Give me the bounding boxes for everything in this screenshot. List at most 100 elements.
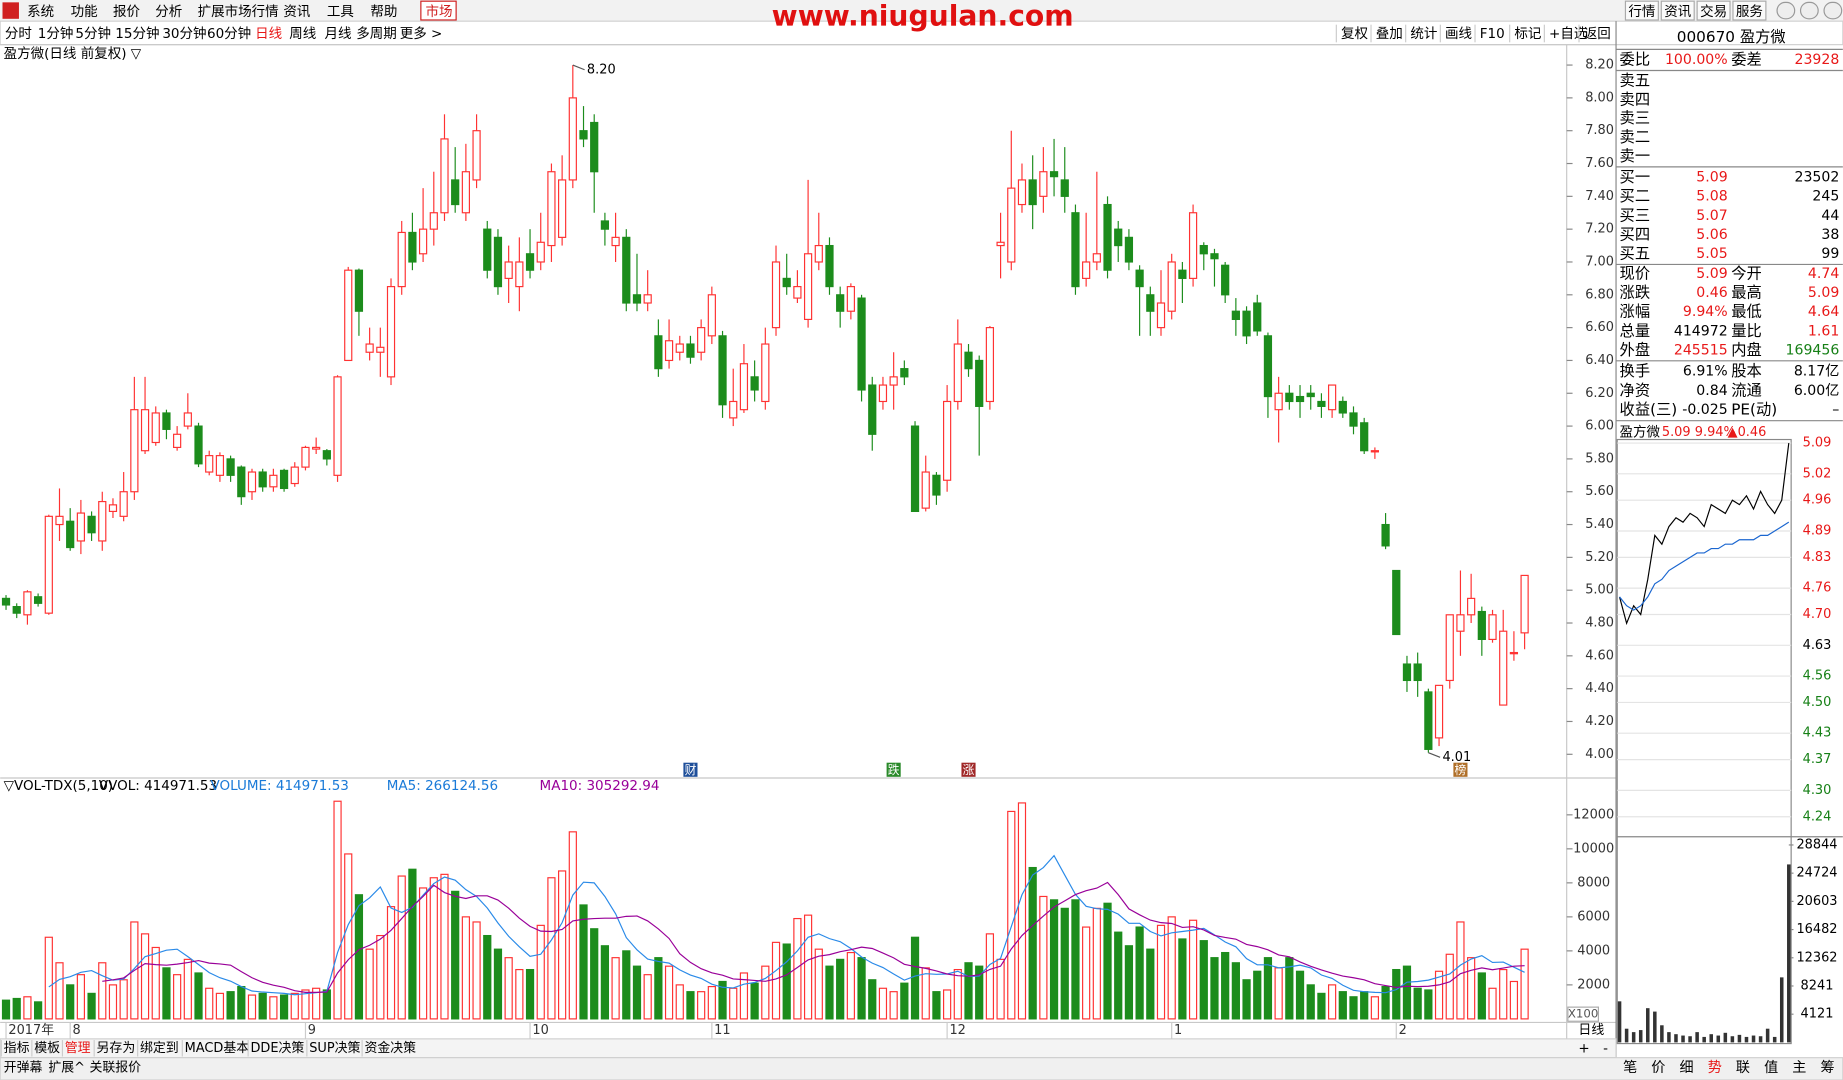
event-badge[interactable]: [961, 762, 976, 777]
toolbar-button[interactable]: 画线: [1445, 26, 1472, 42]
menu-item[interactable]: 资讯: [283, 4, 310, 20]
x-tick-label: 8: [73, 1023, 81, 1038]
menu-button[interactable]: [1696, 0, 1731, 21]
bottom-tab[interactable]: 资金决策: [364, 1040, 416, 1056]
intraday-volume-bar: [1737, 1034, 1742, 1043]
menu-item[interactable]: 市场: [426, 3, 453, 20]
quote-label: 现价: [1620, 264, 1651, 282]
candle-body: [1156, 302, 1166, 329]
volume-bar: [1392, 968, 1401, 1020]
menu-item[interactable]: 分析: [155, 4, 182, 20]
side-tab[interactable]: 联: [1736, 1060, 1750, 1076]
y-tick-label: 24724: [1796, 866, 1837, 881]
quote-label: 换手: [1620, 362, 1651, 380]
bottom-tab[interactable]: MACD基本: [185, 1041, 250, 1056]
volume-bar: [493, 948, 503, 1020]
toolbar-button[interactable]: 标记: [1514, 26, 1541, 42]
period-tab[interactable]: 60分钟: [207, 25, 251, 42]
event-badge[interactable]: [1453, 762, 1468, 777]
toolbar-button[interactable]: 复权: [1341, 25, 1369, 42]
quote-label: 最低: [1731, 303, 1762, 321]
side-tab[interactable]: 笔: [1623, 1060, 1637, 1076]
bottom-tab[interactable]: 模板: [34, 1041, 60, 1056]
candle-body: [1402, 663, 1412, 682]
bottom-tab[interactable]: 另存为: [97, 1041, 136, 1056]
bottom-tab[interactable]: 管理: [65, 1041, 91, 1056]
side-tab[interactable]: 筹: [1821, 1059, 1835, 1076]
volume-bar: [943, 989, 952, 1020]
volume-bar: [108, 984, 118, 1020]
volume-bar: [1039, 895, 1048, 1020]
event-badge-label[interactable]: 涨: [963, 763, 975, 777]
quote-label: 净资: [1620, 381, 1651, 399]
menu-button-label[interactable]: 服务: [1736, 4, 1763, 20]
event-badge[interactable]: [683, 762, 698, 777]
menu-item[interactable]: 帮助: [370, 4, 397, 20]
event-badge-label[interactable]: 跌: [888, 763, 900, 777]
period-tab[interactable]: 更多 >: [400, 25, 443, 42]
period-tab[interactable]: 5分钟: [75, 25, 111, 42]
menu-item[interactable]: 工具: [327, 4, 354, 20]
bottom-tab[interactable]: DDE决策: [250, 1040, 304, 1056]
quote-value: 4.74: [1808, 266, 1839, 282]
period-tab[interactable]: 15分钟: [115, 25, 159, 42]
event-badge-label[interactable]: 财: [685, 763, 697, 777]
side-tab[interactable]: 细: [1680, 1060, 1694, 1076]
menu-item[interactable]: 报价: [113, 4, 140, 20]
status-button[interactable]: 扩展^: [48, 1061, 85, 1076]
menu-item[interactable]: 功能: [71, 4, 98, 20]
side-tab[interactable]: 值: [1764, 1060, 1778, 1076]
candle-body: [1317, 400, 1326, 407]
toolbar-button[interactable]: F10: [1480, 26, 1505, 42]
window-control[interactable]: [1776, 1, 1796, 20]
candle-body: [365, 343, 374, 353]
bottom-tab[interactable]: 指标: [4, 1041, 30, 1056]
status-button[interactable]: 开弹幕: [4, 1061, 43, 1076]
candle-body: [98, 500, 107, 542]
menu-item[interactable]: 扩展市场行情: [198, 3, 279, 20]
volume-bar: [1210, 957, 1219, 1020]
period-tab[interactable]: 多周期: [356, 25, 397, 42]
period-tab[interactable]: 1分钟: [38, 25, 74, 42]
y-tick-label: 20603: [1796, 894, 1837, 909]
volume-bar: [237, 985, 246, 1020]
toolbar-button[interactable]: 叠加: [1376, 26, 1403, 42]
menu-button-label[interactable]: 行情: [1628, 4, 1655, 20]
status-button[interactable]: 关联报价: [89, 1061, 141, 1076]
side-tab[interactable]: 价: [1651, 1060, 1665, 1076]
side-tab[interactable]: 主: [1792, 1060, 1806, 1076]
quote-title: 000670 盈方微: [1677, 28, 1786, 46]
intraday-volume-bar: [1730, 1036, 1735, 1043]
candle-body: [322, 450, 331, 460]
zoom-button[interactable]: -: [1603, 1040, 1608, 1056]
bottom-tab[interactable]: 绑定到: [140, 1041, 179, 1056]
period-tab[interactable]: 周线: [289, 26, 316, 42]
menu-button-label[interactable]: 资讯: [1664, 4, 1692, 20]
period-tab[interactable]: 30分钟: [162, 25, 206, 42]
menu-button[interactable]: [1732, 0, 1767, 21]
bid-price: 5.06: [1696, 227, 1727, 243]
event-badge-label[interactable]: 榜: [1455, 763, 1467, 777]
period-tab[interactable]: 分时: [5, 26, 32, 42]
zoom-button[interactable]: +: [1578, 1040, 1589, 1056]
event-badge[interactable]: [886, 762, 901, 777]
menu-button[interactable]: [1660, 0, 1695, 21]
toolbar-button[interactable]: +自选: [1549, 26, 1588, 42]
period-tab[interactable]: 日线: [255, 26, 282, 42]
volume-bar: [750, 982, 759, 1020]
toolbar-button[interactable]: 统计: [1410, 26, 1437, 42]
y-tick-label: 7.60: [1585, 156, 1614, 171]
intraday-volume-bar: [1716, 1035, 1721, 1043]
candle-body: [664, 340, 674, 362]
menu-button[interactable]: [1624, 0, 1659, 21]
menu-button-label[interactable]: 交易: [1700, 3, 1727, 20]
period-tab[interactable]: 月线: [325, 26, 352, 42]
candle-body: [1509, 651, 1519, 655]
toolbar-button[interactable]: 返回: [1584, 26, 1611, 42]
window-control[interactable]: [1799, 1, 1819, 20]
bottom-tab[interactable]: SUP决策: [309, 1040, 360, 1056]
window-control[interactable]: [1823, 1, 1843, 20]
menu-item[interactable]: 系统: [27, 4, 54, 20]
quote-value: -0.025: [1682, 402, 1727, 418]
side-tab[interactable]: 势: [1708, 1060, 1722, 1076]
